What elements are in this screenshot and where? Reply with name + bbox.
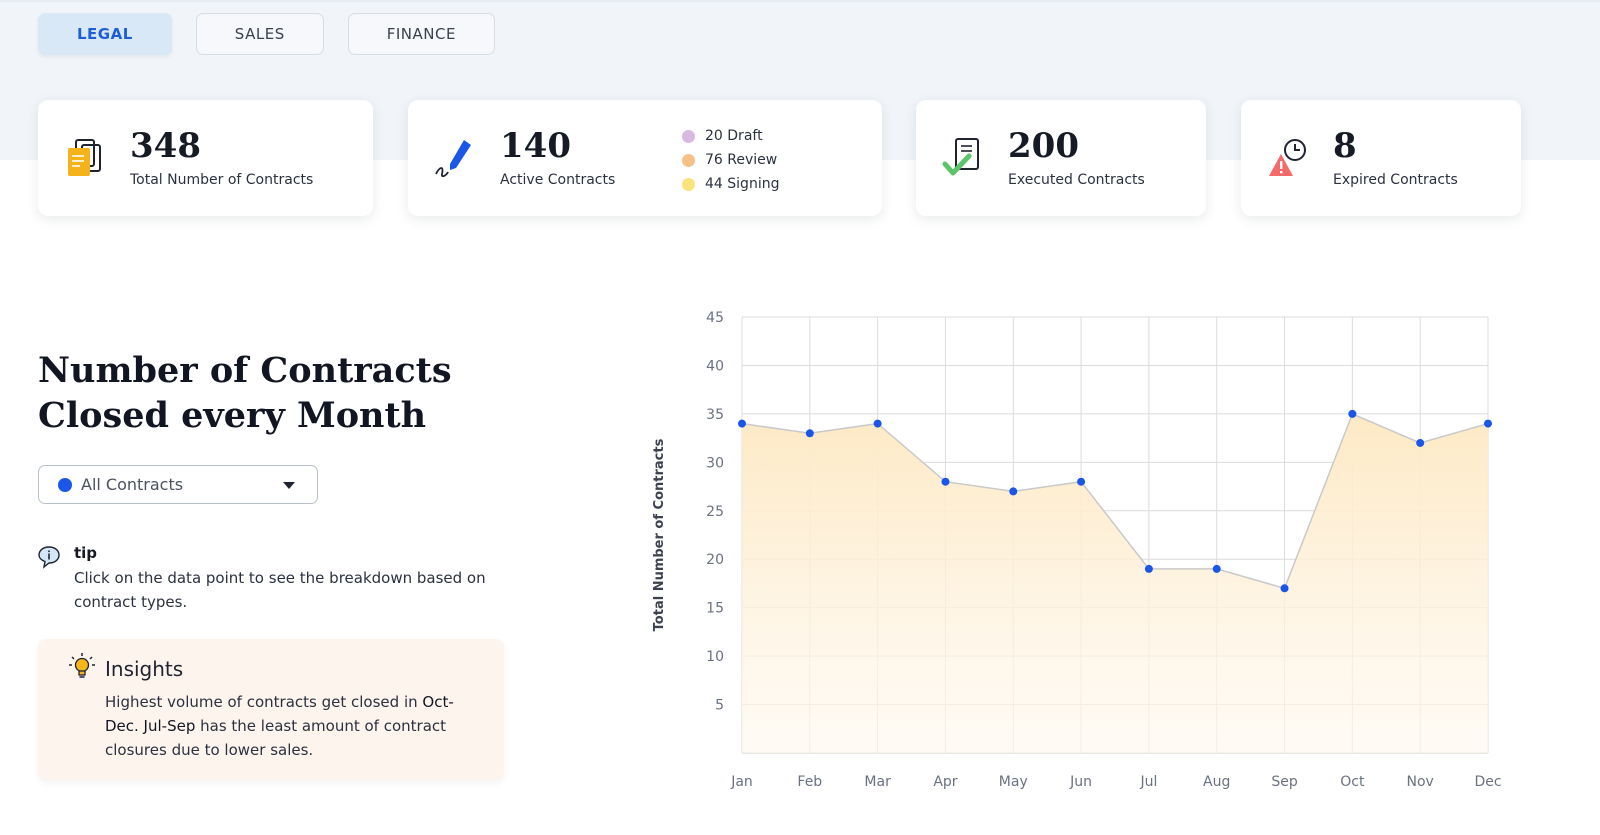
y-axis-label: Total Number of Contracts	[652, 438, 667, 631]
y-tick-label: 45	[706, 310, 724, 326]
series-area	[742, 413, 1488, 753]
insights-text: Highest volume of contracts get closed i…	[105, 690, 485, 762]
y-tick-label: 40	[706, 358, 724, 374]
active-contracts-label: Active Contracts	[500, 172, 616, 188]
breakdown-signing: 44 Signing	[682, 172, 779, 196]
y-tick-label: 25	[706, 504, 724, 520]
insights-highlight: Oct-Dec. Jul-Sep	[105, 693, 454, 735]
data-point-feb[interactable]	[805, 429, 814, 438]
active-breakdown: 20 Draft 76 Review 44 Signing	[682, 124, 779, 196]
tip-text: Click on the data point to see the break…	[74, 569, 486, 611]
active-contracts-value: 140	[500, 126, 571, 166]
data-point-jun[interactable]	[1077, 477, 1086, 486]
expired-contracts-card: 8 Expired Contracts	[1241, 100, 1521, 216]
y-tick-label: 35	[706, 407, 724, 423]
x-tick-label: Dec	[1474, 774, 1501, 790]
x-tick-label: May	[999, 774, 1028, 790]
page-title-line-2: Closed every Month	[38, 395, 427, 436]
draft-count: 20	[705, 128, 723, 144]
total-contracts-card: 348 Total Number of Contracts	[38, 100, 373, 216]
expired-contracts-label: Expired Contracts	[1333, 172, 1458, 188]
tip-title: tip	[74, 544, 98, 562]
filter-selected-value: All Contracts	[81, 475, 184, 494]
document-check-icon	[942, 138, 979, 176]
insights-panel: Insights Highest volume of contracts get…	[38, 639, 504, 780]
data-point-sep[interactable]	[1280, 584, 1289, 593]
expired-contracts-value: 8	[1333, 126, 1357, 166]
total-contracts-value: 348	[130, 126, 201, 166]
executed-contracts-value: 200	[1008, 126, 1079, 166]
x-tick-label: Nov	[1407, 774, 1434, 790]
review-label: Review	[727, 152, 778, 168]
data-point-mar[interactable]	[873, 419, 882, 428]
lightbulb-icon	[69, 653, 95, 678]
signing-label: Signing	[727, 176, 780, 192]
breakdown-review: 76 Review	[682, 148, 779, 172]
insights-title: Insights	[105, 657, 184, 681]
contracts-area-chart: 5 10 15 20 25 30 35 40 45 Jan Feb Mar Apr May Jun Jul Au…	[652, 310, 1502, 790]
x-tick-label: Jun	[1069, 774, 1092, 790]
tab-sales[interactable]: SALES	[195, 13, 324, 55]
executed-contracts-label: Executed Contracts	[1008, 172, 1145, 188]
data-point-may[interactable]	[1009, 487, 1018, 496]
filter-color-dot	[58, 477, 72, 492]
x-tick-label: Feb	[797, 774, 822, 790]
breakdown-draft: 20 Draft	[682, 124, 779, 148]
data-point-apr[interactable]	[941, 477, 950, 486]
x-tick-label: Jan	[730, 774, 753, 790]
x-tick-label: Aug	[1203, 774, 1230, 790]
documents-icon	[68, 139, 101, 176]
y-tick-label: 20	[706, 552, 724, 568]
total-contracts-label: Total Number of Contracts	[130, 172, 314, 188]
y-tick-label: 30	[706, 455, 724, 471]
series-line	[741, 412, 1489, 590]
tab-finance[interactable]: FINANCE	[347, 13, 495, 55]
y-tick-label: 10	[706, 649, 724, 665]
y-tick-label: 5	[715, 698, 724, 714]
x-tick-label: Jul	[1139, 774, 1157, 790]
data-point-dec[interactable]	[1484, 419, 1492, 428]
signing-count: 44	[705, 176, 723, 192]
data-point-jan[interactable]	[738, 419, 746, 428]
executed-contracts-card: 200 Executed Contracts	[916, 100, 1206, 216]
x-tick-label: Apr	[933, 774, 957, 790]
draft-label: Draft	[727, 128, 763, 144]
x-tick-label: Sep	[1271, 774, 1298, 790]
signing-dot	[682, 177, 695, 191]
data-point-jul[interactable]	[1144, 564, 1153, 573]
active-contracts-card: 140 Active Contracts 20 Draft 76 Review …	[408, 100, 882, 216]
insights-text-1: Highest volume of contracts get closed i…	[105, 693, 423, 711]
data-point-nov[interactable]	[1416, 438, 1425, 447]
review-dot	[682, 153, 695, 167]
review-count: 76	[705, 152, 723, 168]
page-title-line-1: Number of Contracts	[38, 350, 452, 391]
pen-signature-icon	[435, 140, 471, 178]
x-tick-label: Oct	[1340, 774, 1365, 790]
tab-legal[interactable]: LEGAL	[38, 13, 172, 55]
draft-dot	[682, 129, 695, 143]
insights-text-2: has the least amount of contract closure…	[105, 717, 447, 759]
info-bubble-icon	[38, 546, 60, 569]
contract-filter-dropdown[interactable]: All Contracts	[38, 465, 318, 504]
warning-clock-icon	[1269, 139, 1306, 176]
data-point-oct[interactable]	[1348, 409, 1357, 418]
page-title: Number of Contracts Closed every Month	[38, 348, 452, 438]
y-tick-label: 15	[706, 601, 724, 617]
chevron-down-icon	[283, 482, 295, 489]
department-tabs: LEGAL SALES FINANCE	[38, 13, 495, 55]
data-point-aug[interactable]	[1212, 564, 1221, 573]
x-tick-label: Mar	[864, 774, 891, 790]
